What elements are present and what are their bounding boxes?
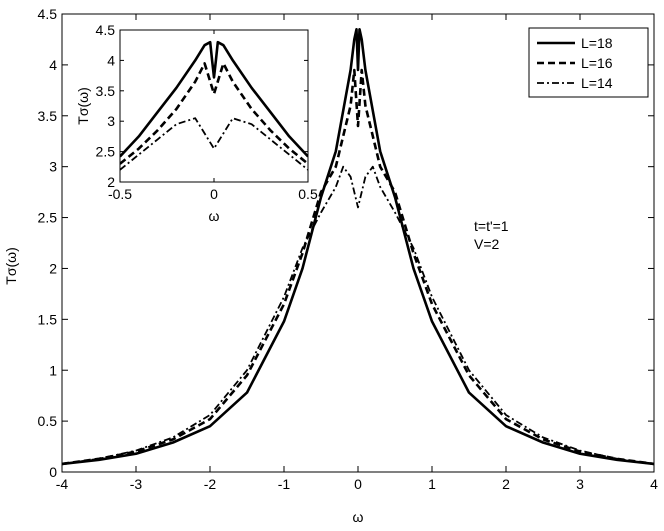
main-y-tick-label: 0 <box>49 464 57 480</box>
main-y-tick-label: 3.5 <box>38 108 58 124</box>
main-x-axis-label: ω <box>353 509 364 525</box>
main-y-tick-label: 1 <box>49 362 57 378</box>
inset-y-tick-label: 2.5 <box>96 144 116 160</box>
main-y-tick-label: 4 <box>49 57 57 73</box>
main-x-tick-label: 1 <box>428 476 436 492</box>
main-x-tick-label: 3 <box>576 476 584 492</box>
inset-x-tick-label: 0.5 <box>298 186 318 202</box>
inset-series-group <box>120 40 308 171</box>
legend: L=18 L=16 L=14 <box>528 27 649 98</box>
legend-label-l14: L=14 <box>581 75 613 91</box>
main-ticks-group: -4 -3 -2 -1 0 1 2 3 4 0 0.5 1 1.5 2 2.5 3 3.5 4 4.5 <box>38 6 659 492</box>
main-x-tick-label: -2 <box>204 476 217 492</box>
legend-label-l16: L=16 <box>581 55 613 71</box>
main-series-line-1 <box>62 27 654 466</box>
inset-x-axis-label: ω <box>209 208 220 224</box>
inset-plot: -0.5 0 0.5 2 2.5 3 3.5 4 4.5 ω Tσ(ω) <box>75 22 318 224</box>
main-y-tick-label: 2 <box>49 260 57 276</box>
main-series-line-2 <box>62 68 654 466</box>
main-x-tick-label: 0 <box>354 476 362 492</box>
main-x-tick-label: 2 <box>502 476 510 492</box>
main-x-tick-label: -3 <box>130 476 143 492</box>
inset-ticks-group: -0.5 0 0.5 2 2.5 3 3.5 4 4.5 <box>96 22 318 202</box>
inset-y-tick-label: 3 <box>107 113 115 129</box>
main-y-axis-label: Tσ(ω) <box>3 247 19 284</box>
inset-y-tick-label: 4 <box>107 52 115 68</box>
main-plot: -4 -3 -2 -1 0 1 2 3 4 0 0.5 1 1.5 2 2.5 3 3.5 4 4.5 ω Tσ(ω… <box>3 6 658 525</box>
inset-background <box>120 30 308 182</box>
inset-x-tick-label: -0.5 <box>108 186 132 202</box>
annotation-interaction: V=2 <box>474 236 500 252</box>
main-x-tick-label: -4 <box>56 476 69 492</box>
main-y-tick-label: 0.5 <box>38 413 58 429</box>
inset-x-tick-label: 0 <box>210 186 218 202</box>
inset-y-tick-label: 2 <box>107 174 115 190</box>
inset-series-line-2 <box>120 62 308 165</box>
main-x-tick-label: 4 <box>650 476 658 492</box>
main-y-tick-label: 2.5 <box>38 210 58 226</box>
main-y-tick-label: 3 <box>49 159 57 175</box>
inset-y-tick-label: 4.5 <box>96 22 116 38</box>
inset-y-axis-label: Tσ(ω) <box>75 87 91 124</box>
main-series-line-3 <box>62 165 654 465</box>
main-y-tick-label: 1.5 <box>38 311 58 327</box>
inset-series-line-3 <box>120 117 308 171</box>
inset-series-line-1 <box>120 40 308 158</box>
main-x-tick-label: -1 <box>278 476 291 492</box>
main-series-group <box>62 27 654 466</box>
annotation-hopping: t=t'=1 <box>474 218 509 234</box>
inset-y-tick-label: 3.5 <box>96 83 116 99</box>
main-y-tick-label: 4.5 <box>38 6 58 22</box>
legend-label-l18: L=18 <box>581 35 613 51</box>
